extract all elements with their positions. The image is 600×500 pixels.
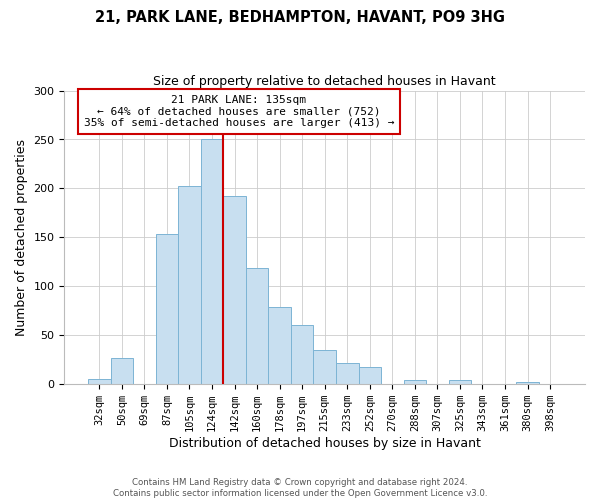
Text: 21, PARK LANE, BEDHAMPTON, HAVANT, PO9 3HG: 21, PARK LANE, BEDHAMPTON, HAVANT, PO9 3… xyxy=(95,10,505,25)
Title: Size of property relative to detached houses in Havant: Size of property relative to detached ho… xyxy=(154,75,496,88)
Bar xyxy=(404,380,426,384)
Bar xyxy=(88,380,110,384)
X-axis label: Distribution of detached houses by size in Havant: Distribution of detached houses by size … xyxy=(169,437,481,450)
Bar xyxy=(223,196,246,384)
Bar xyxy=(516,382,539,384)
Bar xyxy=(291,326,313,384)
Bar xyxy=(246,268,268,384)
Bar xyxy=(155,234,178,384)
Bar xyxy=(110,358,133,384)
Bar xyxy=(313,350,336,384)
Bar xyxy=(268,307,291,384)
Text: 21 PARK LANE: 135sqm
← 64% of detached houses are smaller (752)
35% of semi-deta: 21 PARK LANE: 135sqm ← 64% of detached h… xyxy=(83,95,394,128)
Bar xyxy=(201,140,223,384)
Text: Contains HM Land Registry data © Crown copyright and database right 2024.
Contai: Contains HM Land Registry data © Crown c… xyxy=(113,478,487,498)
Y-axis label: Number of detached properties: Number of detached properties xyxy=(15,139,28,336)
Bar xyxy=(178,186,201,384)
Bar xyxy=(336,362,359,384)
Bar xyxy=(359,366,381,384)
Bar xyxy=(449,380,471,384)
